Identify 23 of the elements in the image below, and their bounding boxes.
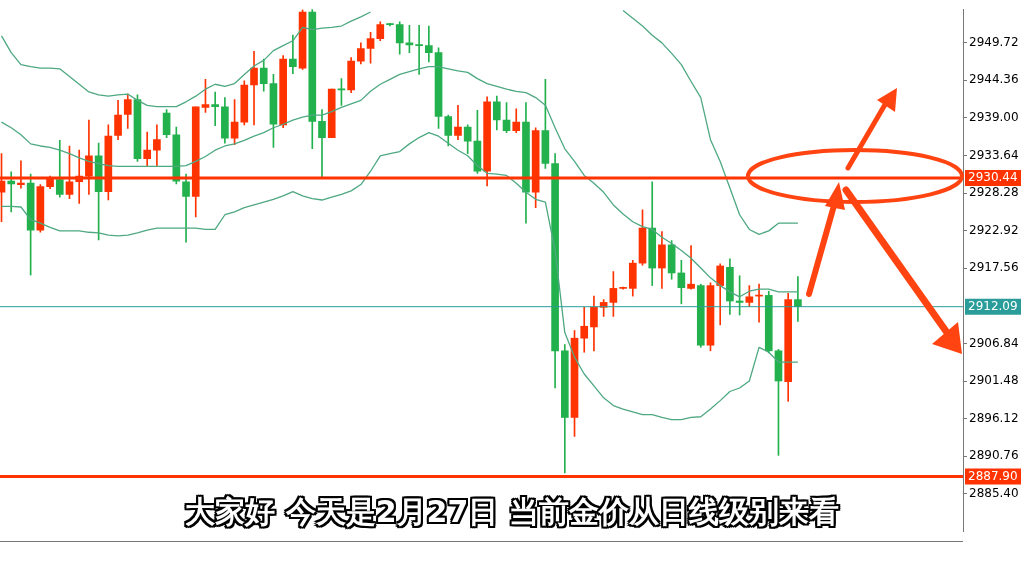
candlestick [415,25,423,75]
y-tick-label: 2949.72 [969,34,1019,49]
y-tick-label: 2896.12 [969,410,1019,425]
y-tick-label: 2939.00 [969,110,1019,125]
ref-line-label: 2912.09 [968,298,1018,313]
y-tick-label: 2922.92 [969,222,1019,237]
ref-line-label: 2930.44 [968,170,1018,185]
y-tick-label: 2901.48 [969,373,1019,388]
ref-line-label: 2887.90 [968,468,1018,483]
candlestick [794,276,802,322]
candlestick [425,25,433,63]
candlestick [687,245,695,290]
y-tick-label: 2944.36 [969,72,1019,87]
candlestick [454,104,462,141]
y-tick-label: 2933.64 [969,147,1019,162]
y-tick-label: 2928.28 [969,185,1019,200]
candlestick [211,91,219,126]
y-tick-label: 2885.40 [969,486,1019,501]
y-tick-label: 2890.76 [969,448,1019,463]
y-tick-label: 2917.56 [969,260,1019,275]
candlestick [250,50,258,126]
y-tick-label: 2906.84 [969,335,1019,350]
annotation: 大家好 今天是2月27日 当前金价从日线级别来看 [185,493,839,532]
